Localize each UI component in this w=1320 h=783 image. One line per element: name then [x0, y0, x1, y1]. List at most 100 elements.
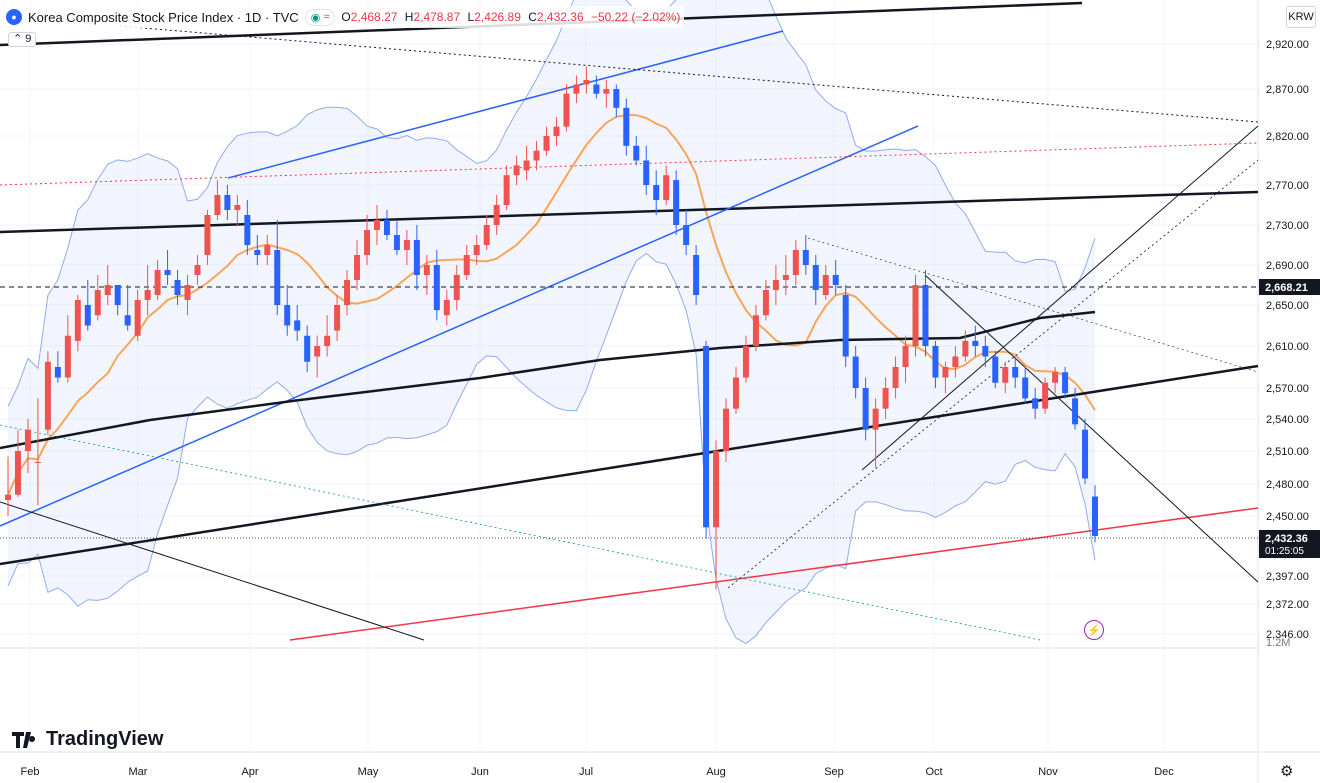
candle-body: [623, 107, 630, 146]
candle-body: [483, 225, 490, 245]
candle-body: [5, 494, 11, 500]
indicators-toggle-button[interactable]: ⌃ 9: [8, 32, 37, 47]
candle-body: [254, 250, 261, 255]
price-tick-label: 2,570.00: [1266, 383, 1309, 395]
candle-body: [992, 356, 999, 383]
candle-body: [174, 280, 181, 295]
candle-body: [832, 275, 839, 285]
candle-body: [224, 195, 231, 210]
candle-body: [244, 215, 251, 245]
ohlc-values: O2,468.27 H2,478.87 L2,426.89 C2,432.36 …: [341, 10, 681, 24]
candle-body: [533, 150, 540, 161]
candle-body: [772, 280, 779, 290]
price-tick-label: 2,372.00: [1266, 599, 1309, 611]
price-tick-label: 2,730.00: [1266, 220, 1309, 232]
symbol-title[interactable]: Korea Composite Stock Price Index · 1D ·…: [28, 9, 299, 25]
candle-body: [134, 300, 141, 336]
candle-body: [782, 275, 789, 280]
countdown-label: 01:25:05: [1265, 546, 1304, 557]
candle-body: [1072, 398, 1079, 425]
candle-body: [44, 361, 51, 430]
candle-body: [433, 265, 440, 311]
price-tick-label: 2,480.00: [1266, 479, 1309, 491]
candle-body: [932, 346, 939, 378]
price-tick-label: 2,690.00: [1266, 260, 1309, 272]
time-tick-label: Mar: [129, 766, 148, 778]
candle-body: [613, 89, 620, 108]
channel-blue-lower: [0, 125, 919, 527]
candle-body: [423, 265, 430, 275]
gear-icon[interactable]: ⚙: [1280, 763, 1294, 780]
candle-body: [314, 346, 321, 357]
channel-blue-upper: [227, 30, 784, 179]
lightning-icon[interactable]: ⚡: [1084, 620, 1104, 640]
time-tick-label: Dec: [1154, 766, 1174, 778]
candle-body: [493, 205, 500, 225]
time-tick-label: Aug: [706, 766, 726, 778]
marked-level-badge: [1259, 279, 1320, 295]
indicator-count: 9: [25, 33, 32, 45]
tradingview-logo[interactable]: TradingView: [12, 728, 163, 751]
candle-body: [972, 340, 979, 346]
time-tick-label: Jun: [471, 766, 489, 778]
candle-body: [264, 245, 271, 255]
candle-body: [443, 300, 450, 316]
candle-body: [902, 346, 909, 367]
candle-body: [543, 136, 550, 151]
volume-scale-label: 1.2M: [1266, 637, 1290, 649]
price-tick-label: 2,346.00: [1266, 629, 1309, 641]
candle-body: [184, 285, 191, 300]
candle-body: [842, 295, 849, 357]
candle-body: [643, 160, 650, 185]
candle-body: [373, 220, 380, 230]
time-tick-label: Nov: [1038, 766, 1058, 778]
candle-body: [34, 462, 41, 463]
candle-body: [274, 250, 281, 305]
market-status-pill[interactable]: ◉ ≈: [304, 8, 336, 26]
price-tick-label: 2,820.00: [1266, 131, 1309, 143]
candle-body: [324, 335, 331, 346]
candle-body: [114, 285, 121, 305]
candle-body: [663, 175, 670, 200]
candle-body: [393, 235, 400, 250]
candle-body: [523, 160, 530, 171]
candle-body: [603, 89, 610, 94]
candle-body: [922, 285, 929, 346]
candle-body: [74, 300, 81, 341]
korea-flag-icon: ●: [6, 9, 22, 25]
last-price-badge: [1259, 530, 1320, 558]
candle-body: [683, 225, 690, 245]
descending-black-line: [0, 501, 425, 641]
symbol-legend: ● Korea Composite Stock Price Index · 1D…: [6, 6, 685, 28]
brand-name: TradingView: [46, 728, 164, 750]
falling-thin-line: [924, 274, 1259, 583]
candle-body: [802, 250, 809, 265]
candle-body: [942, 367, 949, 378]
candle-body: [1062, 372, 1069, 394]
candle-body: [194, 265, 201, 275]
candle-body: [1002, 367, 1009, 383]
candle-body: [822, 275, 829, 295]
time-tick-label: Sep: [824, 766, 844, 778]
candle-body: [792, 250, 799, 275]
price-tick-label: 2,770.00: [1266, 180, 1309, 192]
candle-body: [463, 255, 470, 275]
candle-body: [344, 280, 351, 305]
candle-body: [1042, 382, 1049, 409]
candle-body: [1092, 496, 1098, 536]
candle-body: [1052, 372, 1059, 383]
currency-badge[interactable]: KRW: [1286, 6, 1316, 28]
price-tick-label: 2,650.00: [1266, 300, 1309, 312]
candle-body: [284, 305, 291, 326]
trendline-lower-black: [0, 364, 1259, 566]
price-tick-label: 2,540.00: [1266, 414, 1309, 426]
candle-body: [872, 408, 879, 430]
candle-body: [453, 275, 460, 300]
candle-body: [553, 126, 560, 136]
candle-body: [144, 290, 151, 300]
candle-body: [952, 356, 959, 367]
black-dotted-line: [119, 25, 1259, 123]
candle-body: [1012, 367, 1019, 378]
gray-dotted-line: [807, 237, 1259, 373]
